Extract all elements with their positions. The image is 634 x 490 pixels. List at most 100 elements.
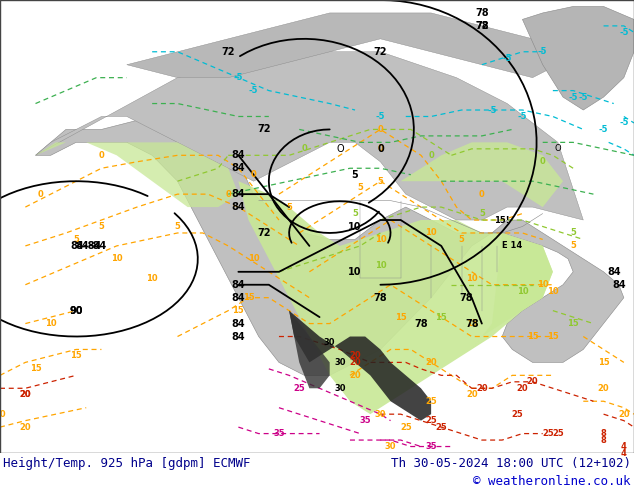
Text: 25: 25	[552, 429, 564, 438]
Text: 20: 20	[618, 410, 630, 418]
Text: 10: 10	[111, 254, 122, 263]
Text: 15: 15	[466, 319, 477, 328]
Polygon shape	[289, 311, 431, 420]
Text: -5: -5	[538, 47, 547, 56]
Text: 0: 0	[37, 190, 44, 198]
Text: 10: 10	[348, 267, 362, 277]
Text: 20: 20	[349, 351, 361, 361]
Polygon shape	[36, 52, 583, 220]
Text: 5: 5	[73, 235, 79, 244]
Text: 0: 0	[377, 125, 384, 134]
Text: 4: 4	[621, 442, 627, 451]
Text: 8: 8	[600, 436, 607, 444]
Text: 72: 72	[257, 124, 271, 134]
Text: 30: 30	[385, 442, 396, 451]
Text: 72: 72	[373, 47, 387, 57]
Text: 78: 78	[475, 21, 489, 31]
Text: 25: 25	[512, 410, 523, 418]
Polygon shape	[289, 311, 330, 388]
Text: 78: 78	[475, 8, 489, 18]
Text: 4: 4	[621, 448, 627, 458]
Text: 15: 15	[395, 313, 406, 321]
Text: © weatheronline.co.uk: © weatheronline.co.uk	[474, 475, 631, 488]
Text: O: O	[336, 144, 344, 154]
Text: 20: 20	[20, 390, 31, 399]
Text: 15: 15	[567, 319, 579, 328]
Text: 15: 15	[30, 365, 41, 373]
Text: 0: 0	[250, 170, 257, 179]
Text: 72: 72	[475, 21, 489, 31]
Text: 25: 25	[436, 422, 447, 432]
Text: 5: 5	[286, 202, 292, 212]
Polygon shape	[472, 233, 553, 349]
Text: 0: 0	[479, 190, 485, 198]
Text: 25: 25	[294, 384, 305, 393]
Text: 25: 25	[400, 422, 411, 432]
Text: -5: -5	[376, 112, 385, 121]
Text: 5: 5	[357, 183, 363, 192]
Text: 10: 10	[517, 287, 528, 295]
Text: 30: 30	[375, 410, 386, 418]
Text: 25: 25	[425, 416, 437, 425]
Text: 0: 0	[225, 190, 231, 198]
Text: 10: 10	[45, 319, 56, 328]
Text: 5: 5	[377, 177, 384, 186]
Text: O: O	[555, 145, 561, 153]
Text: -5: -5	[249, 86, 258, 95]
Text: 78: 78	[460, 293, 474, 303]
Text: -5: -5	[619, 28, 628, 37]
Text: 10: 10	[547, 287, 559, 295]
Text: 10: 10	[425, 228, 437, 238]
Text: 30: 30	[324, 339, 335, 347]
Text: -5: -5	[488, 105, 496, 115]
Text: 84: 84	[231, 332, 245, 342]
Text: -5: -5	[518, 112, 527, 121]
Text: 15: 15	[243, 293, 254, 302]
Polygon shape	[36, 143, 238, 207]
Text: 25: 25	[425, 397, 437, 406]
Text: -5: -5	[503, 54, 512, 63]
Text: 15: 15	[547, 332, 559, 341]
Text: 20: 20	[349, 358, 361, 367]
Text: 15!: 15!	[495, 216, 510, 224]
Text: 10: 10	[375, 261, 386, 270]
Text: 0: 0	[377, 145, 384, 153]
Text: 35: 35	[273, 429, 285, 438]
Text: 20: 20	[527, 377, 538, 386]
Text: 84: 84	[231, 163, 245, 173]
Text: 84: 84	[231, 150, 245, 160]
Text: 35: 35	[425, 442, 437, 451]
Text: 84: 84	[231, 202, 245, 212]
Text: 20: 20	[349, 371, 361, 380]
Text: 25: 25	[542, 429, 553, 438]
Text: 10: 10	[248, 254, 259, 263]
Text: Height/Temp. 925 hPa [gdpm] ECMWF: Height/Temp. 925 hPa [gdpm] ECMWF	[3, 457, 250, 470]
Text: 15: 15	[598, 358, 609, 367]
Text: 35: 35	[359, 416, 371, 425]
Text: 20: 20	[425, 358, 437, 367]
Text: 15: 15	[70, 351, 82, 361]
Text: 5: 5	[479, 209, 485, 218]
Text: 5: 5	[570, 242, 576, 250]
Text: 30: 30	[334, 384, 346, 393]
Text: 84-84: 84-84	[70, 241, 102, 251]
Text: 20: 20	[0, 410, 6, 418]
Text: 90: 90	[69, 306, 83, 316]
Text: 20: 20	[20, 422, 31, 432]
Text: 5: 5	[352, 170, 358, 180]
Text: 0: 0	[540, 157, 546, 166]
Text: 10: 10	[146, 274, 158, 283]
Text: 84: 84	[231, 318, 245, 329]
Text: 5: 5	[98, 222, 105, 231]
Text: -5: -5	[579, 93, 588, 101]
Text: 5: 5	[174, 222, 181, 231]
Text: 30: 30	[334, 358, 346, 367]
Text: -5: -5	[569, 93, 578, 101]
Text: 0: 0	[301, 145, 307, 153]
Text: 84: 84	[231, 280, 245, 290]
Text: 20: 20	[517, 384, 528, 393]
Text: 10: 10	[466, 274, 477, 283]
Text: 78: 78	[414, 318, 428, 329]
Text: 20: 20	[20, 390, 31, 399]
Text: 15: 15	[233, 306, 244, 315]
